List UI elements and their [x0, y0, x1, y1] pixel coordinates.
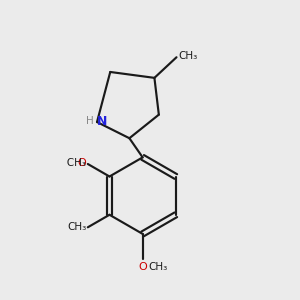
Text: H: H: [86, 116, 94, 126]
Text: CH₃: CH₃: [57, 158, 86, 168]
Text: CH₃: CH₃: [67, 222, 86, 232]
Text: CH₃: CH₃: [179, 51, 198, 61]
Text: N: N: [97, 115, 107, 128]
Text: CH₃: CH₃: [148, 262, 167, 272]
Text: O: O: [138, 262, 147, 272]
Text: O: O: [78, 158, 86, 168]
